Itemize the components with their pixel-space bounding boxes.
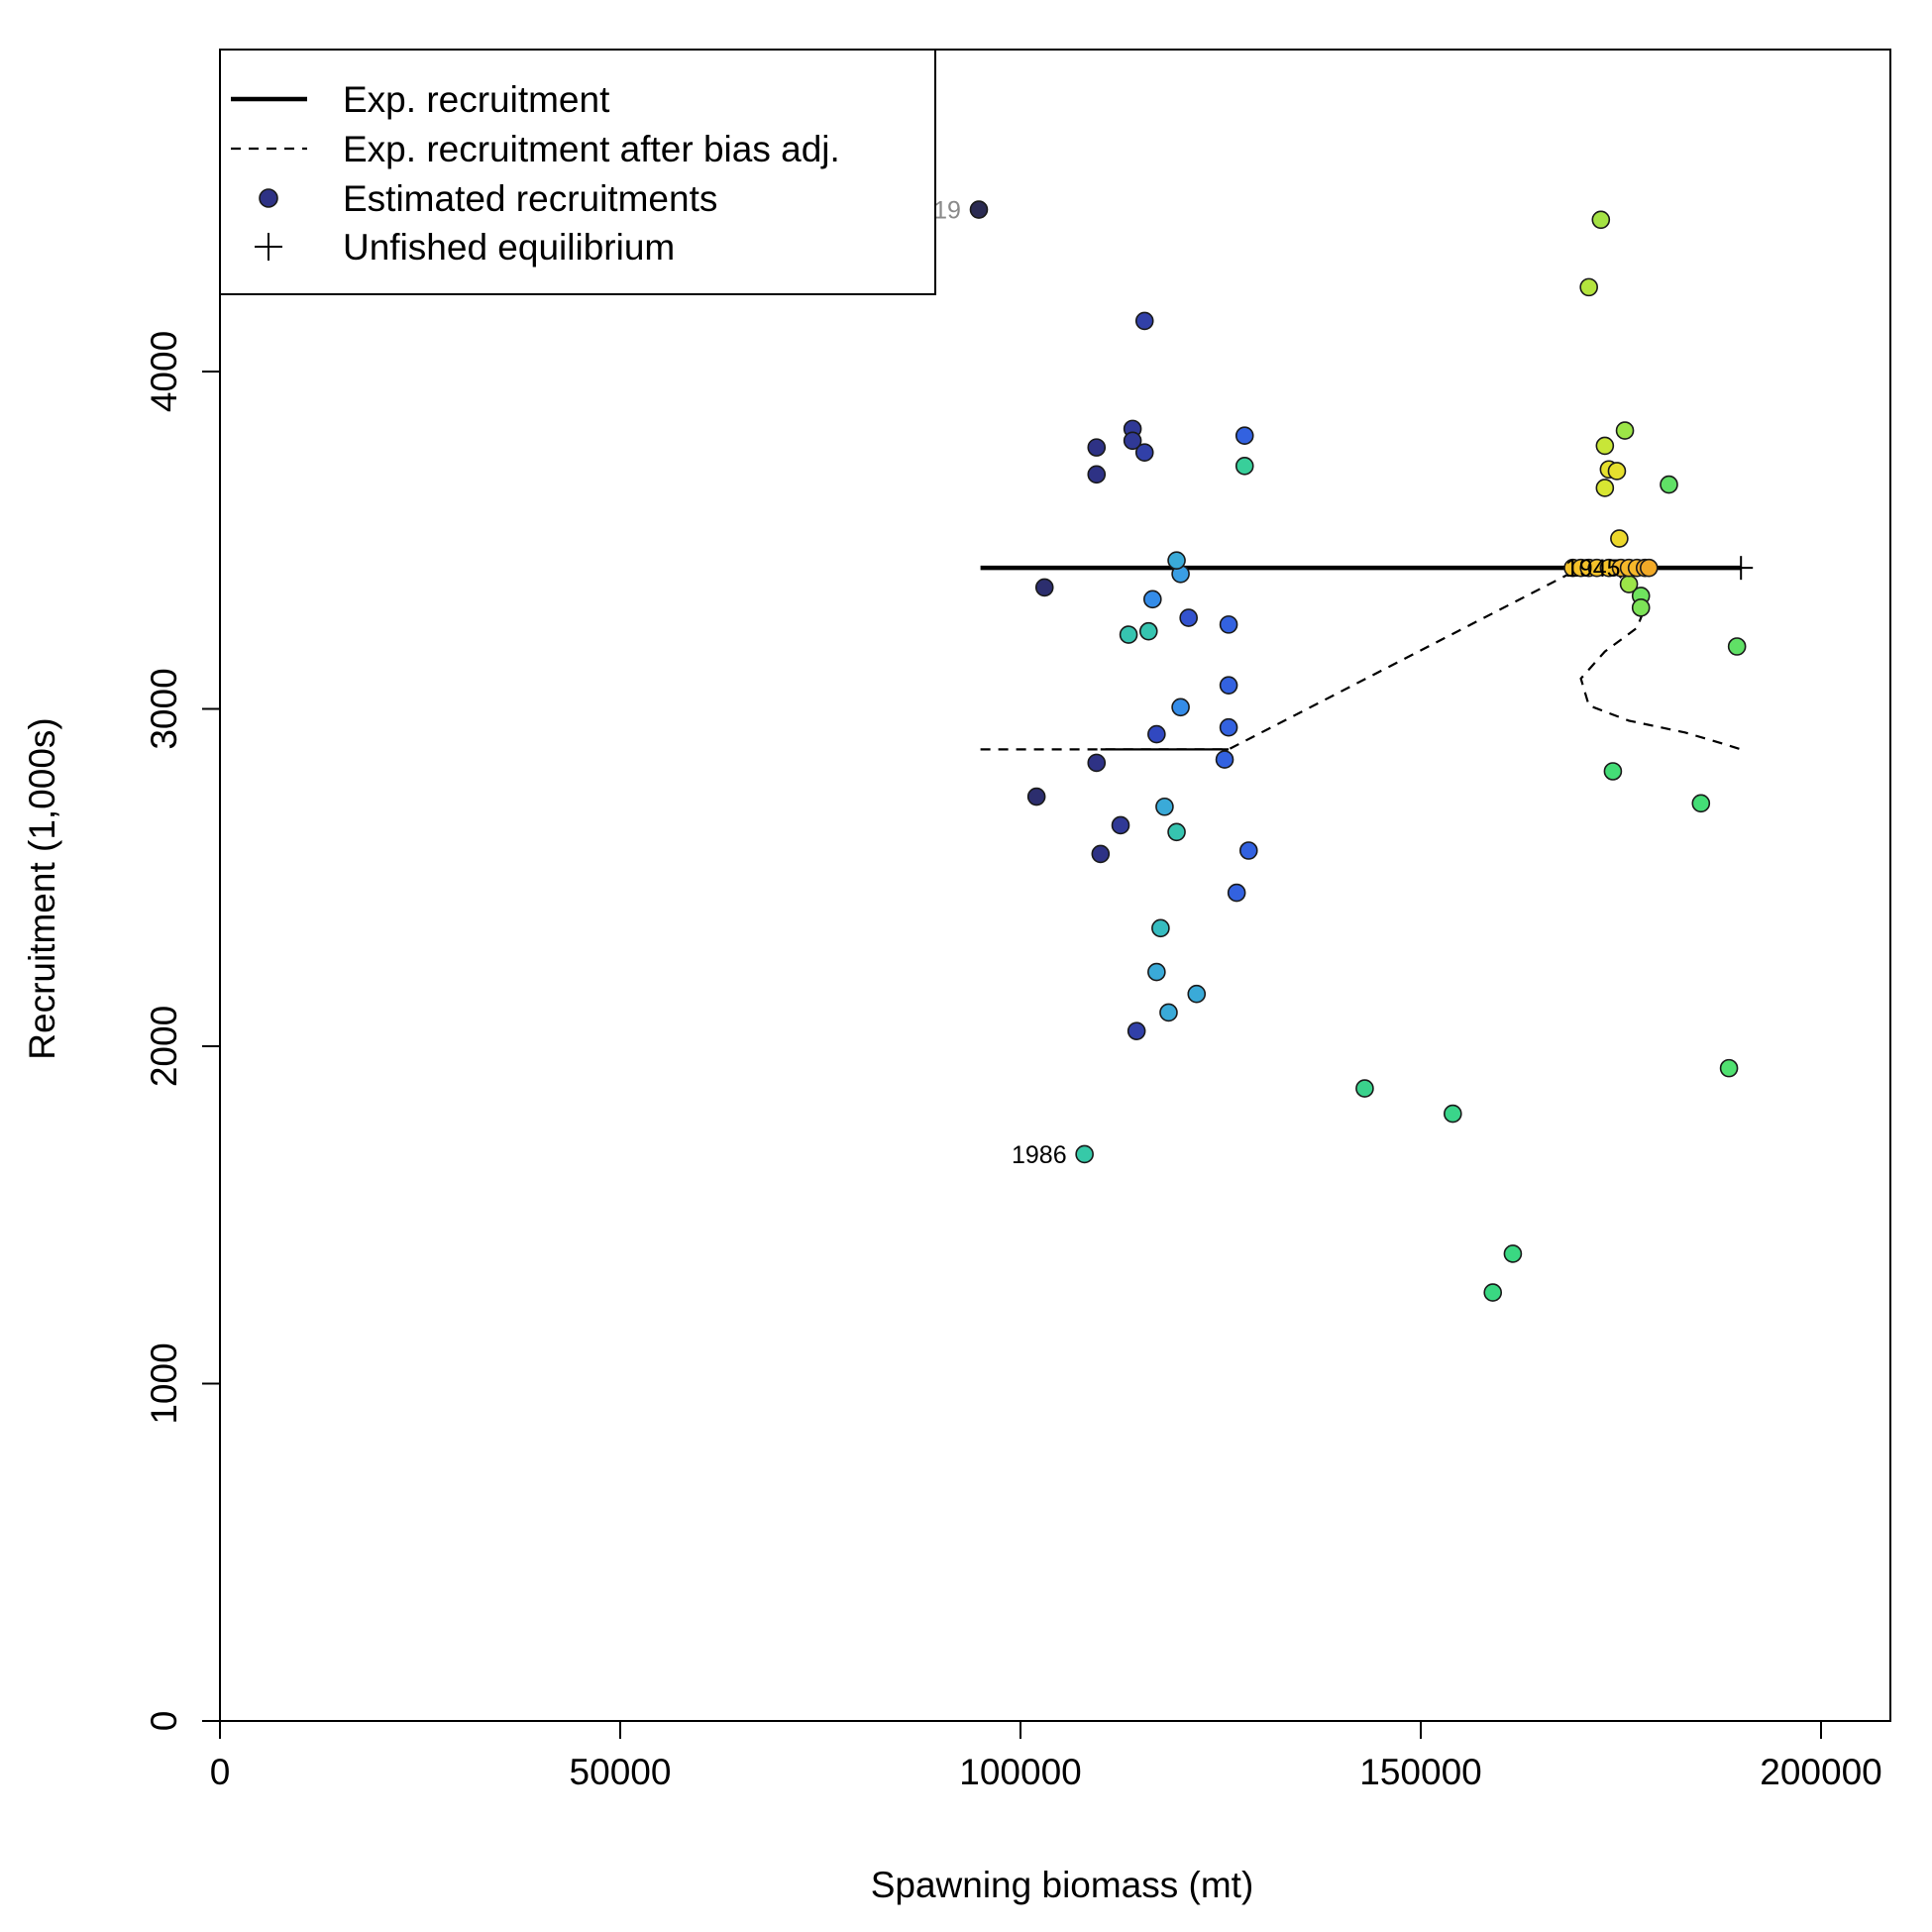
recruitment-point: [1167, 822, 1186, 842]
x-tick-label: 200000: [1760, 1752, 1881, 1792]
year-label: 1986: [1012, 1141, 1067, 1169]
recruitment-point: [1147, 724, 1166, 744]
recruitment-point: [1607, 462, 1627, 481]
recruitment-point: [1238, 841, 1258, 860]
recruitment-point: [1610, 529, 1629, 548]
recruitment-point: [1087, 753, 1107, 773]
recruitment-point: [1171, 698, 1190, 717]
recruitment-point: [1138, 621, 1158, 641]
legend-point-symbol: [259, 188, 278, 208]
recruitment-point: [1123, 431, 1142, 451]
recruitment-point: [1087, 465, 1107, 484]
recruitment-point: [1595, 479, 1615, 497]
x-tick-label: 50000: [570, 1752, 672, 1792]
legend-label: Exp. recruitment after bias adj.: [343, 129, 840, 169]
recruitment-point: [1075, 1144, 1094, 1164]
recruitment-point: [1719, 1058, 1739, 1078]
recruitment-point: [1026, 787, 1046, 806]
recruitment-point: [1215, 750, 1234, 769]
estimated-recruitment-points: [969, 200, 1747, 1302]
y-tick-label: 3000: [144, 668, 184, 749]
recruitment-point: [969, 200, 989, 219]
x-tick-label: 100000: [959, 1752, 1081, 1792]
legend-item: Estimated recruitments: [259, 178, 717, 219]
recruitment-point: [1660, 475, 1678, 494]
x-tick-label: 0: [210, 1752, 231, 1792]
recruitment-point: [1234, 457, 1254, 476]
recruitment-point: [1615, 421, 1635, 440]
legend-label: Exp. recruitment: [343, 79, 610, 120]
recruitment-point: [1639, 558, 1659, 578]
recruitment-point: [1119, 625, 1138, 644]
recruitment-point: [1034, 578, 1054, 597]
legend-item: Exp. recruitment: [231, 79, 610, 120]
year-labels: 201919861945: [906, 197, 1620, 1169]
axes: 0 50000 100000 150000 200000 0 1000 2000 3000 400…: [144, 49, 1891, 1792]
recruitment-point: [1219, 676, 1238, 695]
recruitment-point: [1127, 1021, 1146, 1040]
recruitment-point: [1143, 590, 1162, 609]
x-tick-label: 150000: [1359, 1752, 1481, 1792]
recruitment-point: [1483, 1283, 1503, 1302]
recruitment-point: [1591, 210, 1611, 230]
recruitment-point: [1579, 277, 1598, 297]
recruitment-point: [1219, 717, 1238, 737]
recruitment-point: [1234, 426, 1254, 445]
recruitment-point: [1167, 551, 1186, 570]
recruitment-point: [1159, 1003, 1178, 1022]
recruitment-point: [1087, 438, 1107, 457]
recruitment-point: [1151, 918, 1170, 938]
y-tick-label: 0: [144, 1711, 184, 1732]
legend-label: Unfished equilibrium: [343, 227, 675, 268]
bias-adjusted-recruitment-line: [980, 567, 1742, 751]
legend: Exp. recruitment Exp. recruitment after b…: [219, 49, 936, 295]
recruitment-point: [1691, 794, 1711, 813]
legend-box: [219, 49, 936, 295]
recruitment-point: [1227, 883, 1246, 903]
recruitment-point: [1111, 815, 1130, 835]
y-tick-label: 1000: [144, 1342, 184, 1424]
plot-frame: [219, 49, 1891, 1722]
x-axis-title: Spawning biomass (mt): [871, 1865, 1254, 1905]
recruitment-point: [1619, 575, 1639, 593]
recruitment-point: [1155, 797, 1174, 816]
recruitment-point: [1631, 598, 1651, 617]
recruitment-point: [1134, 311, 1154, 331]
recruitment-point: [1134, 443, 1154, 463]
recruitment-point: [1595, 436, 1615, 456]
y-axis-title: Recruitment (1,000s): [22, 717, 62, 1059]
recruitment-point: [1727, 637, 1747, 656]
recruitment-point: [1179, 608, 1198, 627]
recruitment-point: [1219, 615, 1238, 634]
recruitment-point: [1603, 762, 1623, 781]
recruitment-point: [1503, 1244, 1523, 1263]
recruitment-point: [1147, 962, 1166, 982]
recruitment-point: [1444, 1104, 1462, 1124]
recruitment-point: [1355, 1079, 1374, 1098]
year-label: 1945: [1565, 555, 1621, 583]
legend-item: Exp. recruitment after bias adj.: [231, 129, 840, 169]
y-tick-label: 4000: [144, 331, 184, 412]
y-tick-label: 2000: [144, 1006, 184, 1087]
recruitment-point: [1187, 984, 1207, 1004]
legend-item: Unfished equilibrium: [255, 227, 675, 268]
legend-label: Estimated recruitments: [343, 178, 717, 219]
recruitment-point: [1091, 844, 1111, 864]
